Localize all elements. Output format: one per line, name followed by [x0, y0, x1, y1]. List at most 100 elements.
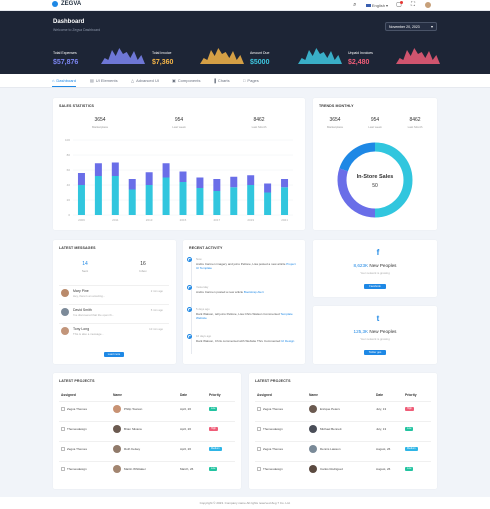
message-item[interactable]: Mary Pine Hey, there's an amazing... 2 min…	[59, 285, 169, 298]
load-more-button[interactable]: Load more	[104, 352, 124, 357]
twitter-sub: Your network is growing	[360, 337, 390, 341]
assigned-cell: Themesdesign	[263, 427, 283, 431]
avatar	[309, 425, 317, 433]
table-row[interactable]: Zegva Themes Enrique Peters July, 13 High	[255, 401, 431, 415]
column-header: Name	[113, 393, 122, 397]
table-header: Assigned Name Date Priority	[249, 393, 437, 399]
nav-advanced-ui[interactable]: △ Advanced UI	[131, 78, 159, 83]
activity-link[interactable]: Bootstrap Alert	[243, 290, 264, 294]
stat-sent: 14 Sent	[81, 261, 89, 273]
row-checkbox[interactable]	[61, 427, 65, 431]
bar-2013-s0	[145, 185, 153, 215]
date-picker-button[interactable]: November 20, 2023 ▾	[385, 22, 437, 31]
row-checkbox[interactable]	[61, 467, 65, 471]
language-selector[interactable]: English ▾	[365, 2, 388, 8]
activity-link[interactable]: Project UI Template	[196, 262, 296, 271]
activity-link[interactable]: UI Design	[281, 339, 295, 343]
facebook-button[interactable]: Facebook	[364, 284, 386, 289]
nav-charts[interactable]: ▐ Charts	[213, 78, 230, 83]
page-title: Dashboard	[53, 19, 85, 25]
name-cell: Brian Silvana	[124, 427, 142, 431]
activity-body: Dark Watson, tell joins Pellone, Lisa Ch…	[196, 312, 280, 316]
table-row[interactable]: Themesdesign Brian Silvana April, 26 High	[59, 421, 235, 435]
avatar	[61, 289, 69, 297]
assigned-cell: Zegva Themes	[263, 407, 283, 411]
date-cell: July, 13	[376, 407, 387, 411]
table-row[interactable]: Zegva Themes Ruth Kelsey April, 26 Medium	[59, 441, 235, 455]
priority-badge: Low	[405, 467, 414, 471]
avatar	[309, 465, 317, 473]
message-preview: Hey, there's an amazing...	[73, 294, 106, 298]
message-item[interactable]: David Smith I've discovered that the open…	[59, 304, 169, 317]
fullscreen-icon[interactable]: ⛶	[410, 2, 416, 8]
nav-pages[interactable]: □ Pages	[243, 78, 259, 83]
avatar	[61, 308, 69, 316]
avatar	[113, 405, 121, 413]
nav-dashboard[interactable]: ⌂ Dashboard	[52, 78, 76, 87]
card-title: LATEST MESSAGES	[59, 246, 96, 250]
column-header: Date	[376, 393, 384, 397]
search-icon[interactable]: ⌕	[353, 2, 357, 8]
nav-ui-elements[interactable]: ▤ UI Elements	[90, 78, 118, 83]
date-cell: March, 26	[180, 467, 194, 471]
assigned-cell: Themesdesign	[67, 467, 87, 471]
date-cell: July, 13	[376, 427, 387, 431]
priority-badge: Low	[209, 467, 218, 471]
card-title: SALES STATISTICS	[59, 104, 95, 108]
activity-time: Yesterday	[196, 285, 209, 289]
stat-value: $57,876	[53, 59, 79, 66]
twitter-count: 125,3K New Peoples	[353, 329, 397, 334]
column-header: Assigned	[257, 393, 272, 397]
activity-text: Andre Carmen imagery and joins Pellone, …	[196, 262, 296, 271]
flask-icon: △	[131, 78, 135, 83]
card-title: LATEST PROJECTS	[255, 379, 291, 383]
row-checkbox[interactable]	[61, 447, 65, 451]
bar-2015-s1	[179, 171, 187, 182]
stat-card-2: Amount Due $5000	[250, 48, 346, 71]
twitter-button[interactable]: Twitter ges	[364, 350, 386, 355]
date-cell: August, 26	[376, 467, 391, 471]
top-actions: ⌕ English ▾ ▢ ⛶	[352, 1, 432, 9]
bar-2018-s1	[230, 176, 238, 188]
priority-badge: Low	[209, 407, 218, 411]
bar-2010-s1	[94, 163, 102, 176]
row-checkbox[interactable]	[257, 467, 261, 471]
app-logo[interactable]: ZEGVA	[52, 1, 81, 7]
message-item[interactable]: Tony Long This is also a message... 10 min…	[59, 323, 169, 336]
card-title: RECENT ACTIVITY	[189, 246, 223, 250]
table-row[interactable]: Zegva Themes Philip Towson April, 26 Low	[59, 401, 235, 415]
card-title: TRENDS MONTHLY	[319, 104, 354, 108]
user-avatar[interactable]	[424, 1, 432, 9]
date-cell: April, 26	[180, 407, 192, 411]
priority-badge: Medium	[209, 447, 222, 451]
in-store-donut-chart	[337, 142, 413, 218]
table-row[interactable]: Themesdesign Michael Bennett July, 13 Low	[255, 421, 431, 435]
avatar	[61, 327, 69, 335]
table-row[interactable]: Themesdesign Martin Whittaker March, 26 Low	[59, 461, 235, 475]
nav-components[interactable]: ▣ Components	[172, 78, 201, 83]
bar-2014-s1	[162, 163, 170, 178]
assigned-cell: Themesdesign	[263, 467, 283, 471]
bar-2020-s0	[264, 192, 272, 215]
timeline-dot-icon	[187, 334, 192, 339]
bar-2010-s0	[94, 176, 102, 215]
activity-link[interactable]: Template Website	[196, 312, 293, 321]
twitter-icon: t	[376, 314, 380, 323]
date-cell: April, 26	[180, 427, 192, 431]
bar-2016-s1	[196, 177, 204, 188]
table-row[interactable]: Zegva Themes Dennis Lawson August, 26 Mediu…	[255, 441, 431, 455]
row-checkbox[interactable]	[257, 447, 261, 451]
chevron-down-icon: ▾	[385, 2, 388, 8]
row-checkbox[interactable]	[257, 407, 261, 411]
stat-marketplace: 3654 Marketplace	[91, 117, 109, 129]
stat-wave-graph	[396, 48, 440, 64]
row-checkbox[interactable]	[257, 427, 261, 431]
chevron-down-icon: ▾	[430, 24, 433, 29]
notification-bell-icon[interactable]: ▢	[396, 1, 403, 8]
y-tick-label: 0	[68, 213, 70, 217]
bar-2012-s1	[128, 179, 136, 190]
y-tick-label: 20	[67, 198, 71, 202]
table-row[interactable]: Themesdesign Carlos Rodriguez August, 26 Lo…	[255, 461, 431, 475]
row-checkbox[interactable]	[61, 407, 65, 411]
message-preview: I've discovered that the open th...	[73, 313, 115, 317]
